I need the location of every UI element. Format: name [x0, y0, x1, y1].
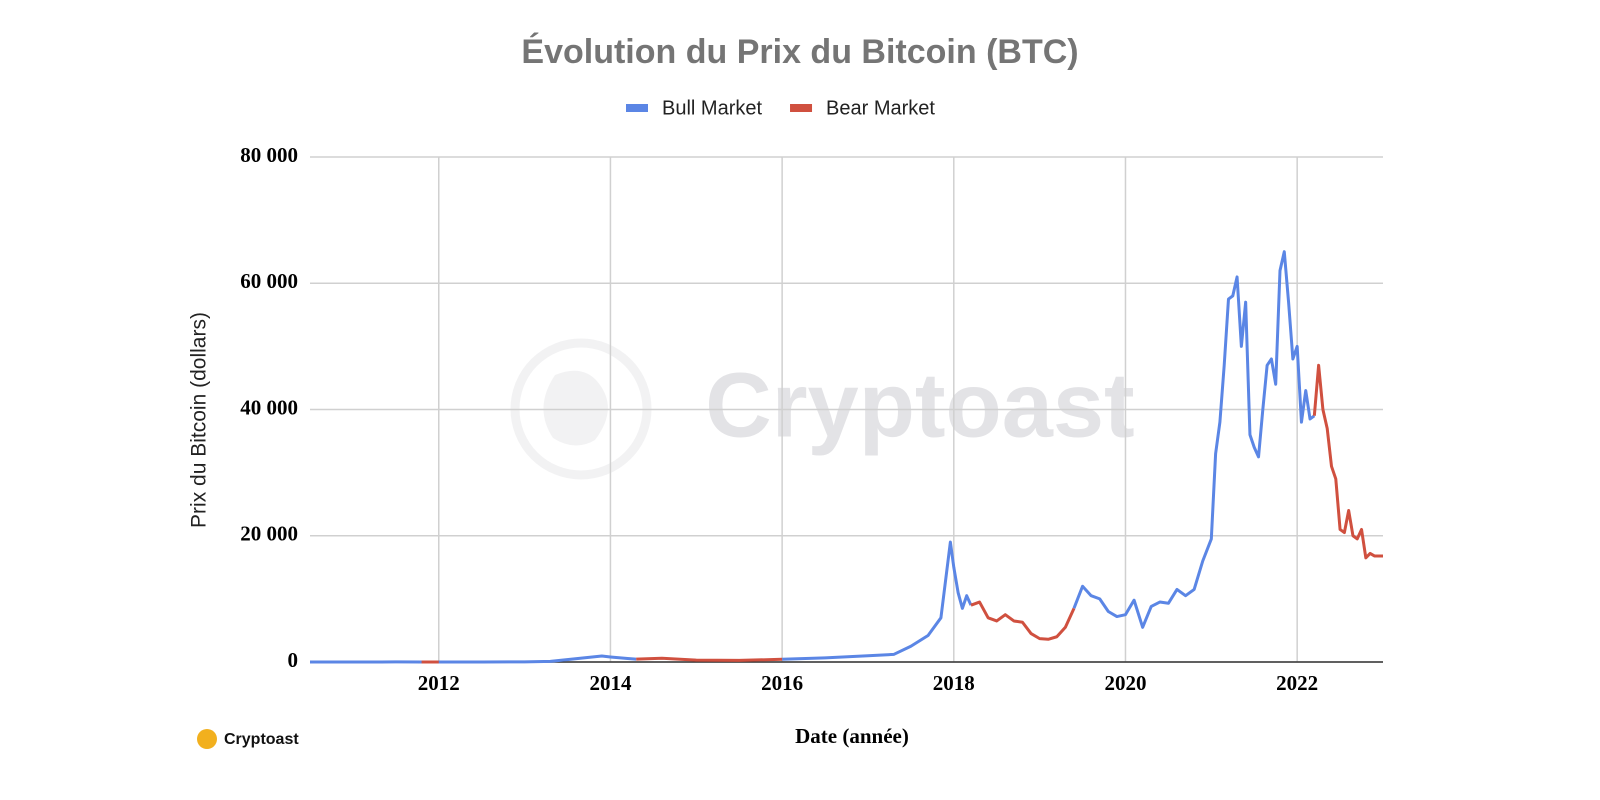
y-axis-label: Prix du Bitcoin (dollars)	[188, 312, 211, 528]
brand-logo	[197, 729, 217, 749]
brand-name: Cryptoast	[224, 731, 299, 748]
legend-label: Bull Market	[662, 97, 762, 119]
legend-swatch	[626, 104, 648, 112]
y-tick-label: 60 000	[240, 269, 298, 293]
y-tick-label: 40 000	[240, 395, 298, 419]
x-tick-label: 2016	[761, 671, 803, 695]
x-tick-label: 2018	[933, 671, 975, 695]
watermark-text: Cryptoast	[705, 354, 1134, 456]
x-tick-label: 2012	[418, 671, 460, 695]
x-tick-label: 2014	[589, 671, 632, 695]
chart-title: Évolution du Prix du Bitcoin (BTC)	[521, 33, 1078, 71]
y-tick-label: 20 000	[240, 522, 298, 546]
y-tick-label: 0	[288, 648, 299, 672]
legend-swatch	[790, 104, 813, 112]
series-line	[310, 250, 1316, 664]
x-tick-label: 2022	[1276, 671, 1318, 695]
watermark-icon	[543, 370, 608, 446]
y-tick-label: 80 000	[240, 143, 298, 167]
x-axis-label: Date (année)	[795, 724, 909, 748]
series-line	[421, 363, 1383, 664]
legend-label: Bear Market	[826, 97, 935, 119]
x-tick-label: 2020	[1104, 671, 1146, 695]
legend: Bull Market Bear Market	[626, 97, 935, 119]
